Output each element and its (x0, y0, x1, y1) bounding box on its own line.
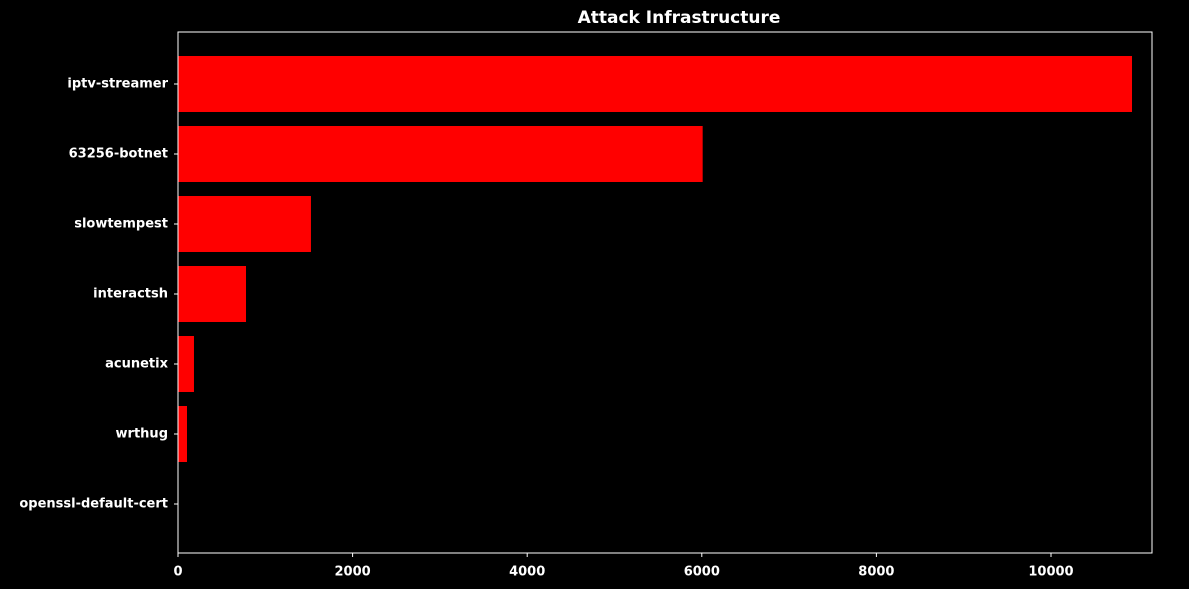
y-tick-label: iptv-streamer (67, 77, 168, 92)
bar (178, 126, 703, 182)
y-tick-label: acunetix (105, 357, 168, 372)
plot-frame (177, 31, 1153, 554)
y-tick-label: 63256-botnet (69, 147, 168, 162)
bar (178, 266, 247, 322)
bar (178, 336, 194, 392)
bar (178, 406, 187, 462)
y-tick-label: interactsh (93, 287, 168, 302)
y-tick-label: wrthug (116, 427, 168, 442)
x-tick-label: 8000 (858, 565, 894, 580)
y-tick-label: openssl-default-cert (19, 497, 168, 512)
bar (178, 56, 1133, 112)
x-tick-label: 0 (173, 565, 182, 580)
x-tick-label: 2000 (335, 565, 371, 580)
x-tick-label: 10000 (1028, 565, 1073, 580)
x-tick-label: 4000 (509, 565, 545, 580)
x-tick-label: 6000 (684, 565, 720, 580)
y-tick-label: slowtempest (74, 217, 168, 232)
bar (178, 196, 311, 252)
chart-title: Attack Infrastructure (578, 8, 781, 28)
